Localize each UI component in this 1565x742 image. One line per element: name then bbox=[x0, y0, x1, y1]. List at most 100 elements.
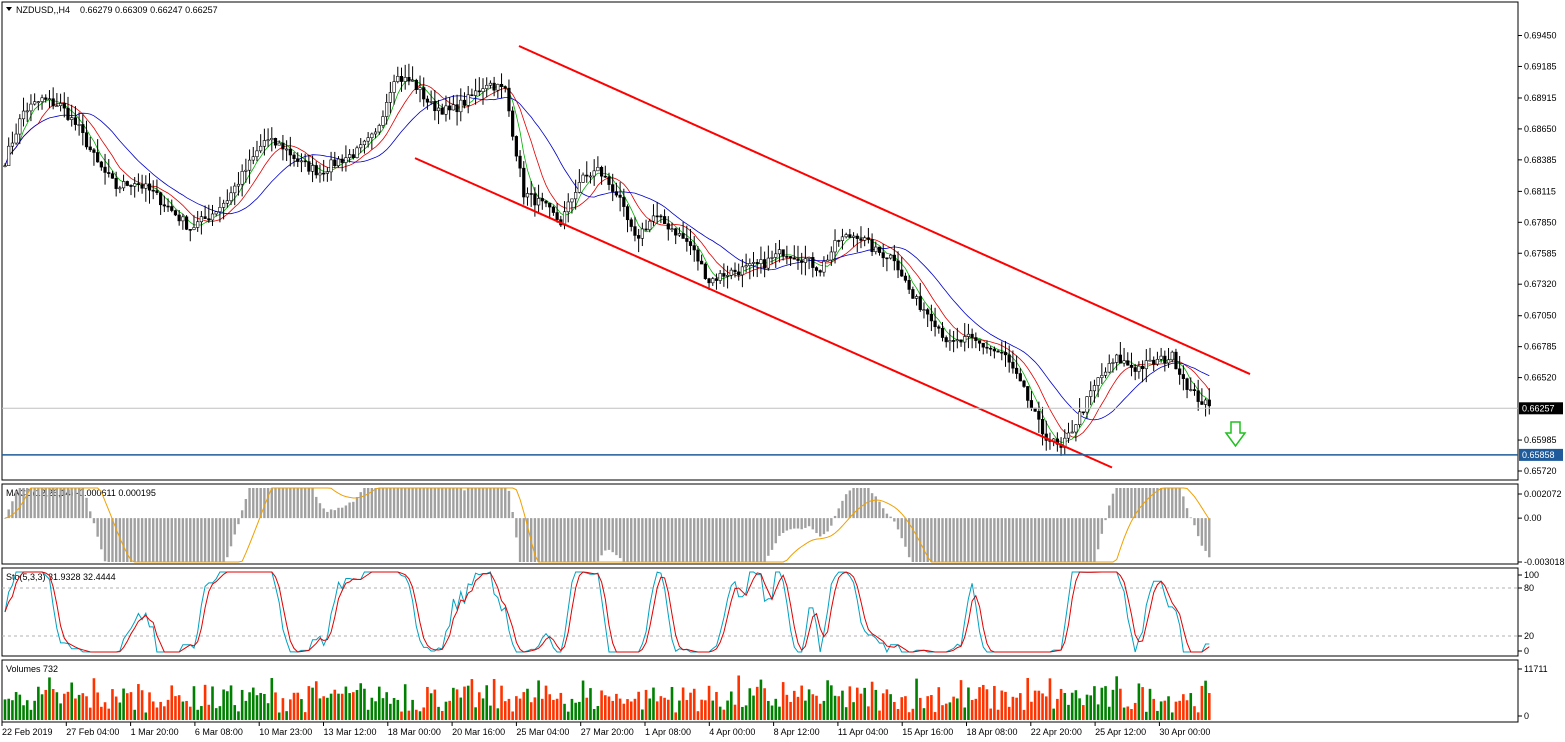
volume-bar-up bbox=[270, 678, 274, 720]
candle-bull bbox=[359, 144, 363, 149]
macd-bar bbox=[466, 488, 470, 519]
macd-bar bbox=[1085, 518, 1089, 562]
volumes-panel[interactable]: Volumes 732 11711 0 bbox=[1, 659, 1548, 723]
volume-bar-down bbox=[603, 695, 607, 720]
volume-bar-down bbox=[907, 712, 911, 720]
volume-bar-down bbox=[644, 689, 648, 720]
macd-bar bbox=[485, 488, 488, 519]
volume-bar-up bbox=[118, 702, 122, 720]
macd-panel[interactable]: MACD(12,26,14) -0.000611 0.000195 0.0020… bbox=[1, 483, 1565, 567]
volume-bar-up bbox=[259, 692, 262, 720]
volume-bar-up bbox=[77, 694, 81, 720]
volume-bar-up bbox=[574, 702, 577, 720]
macd-bar bbox=[200, 518, 203, 562]
volume-bar-up bbox=[1052, 708, 1055, 720]
candle-bull bbox=[1111, 362, 1115, 364]
macd-bar bbox=[111, 518, 114, 562]
candle-bull bbox=[370, 133, 374, 139]
price-panel[interactable]: NZDUSD,,H4 0.66279 0.66309 0.66247 0.662… bbox=[1, 1, 1563, 481]
volume-bar-down bbox=[937, 687, 941, 720]
volume-bar-up bbox=[396, 699, 400, 720]
volume-bar-down bbox=[96, 692, 99, 720]
volume-bar-down bbox=[289, 699, 292, 720]
macd-bar bbox=[1037, 518, 1041, 562]
macd-bar bbox=[1011, 518, 1015, 562]
macd-bar bbox=[448, 488, 451, 519]
candle-bear bbox=[655, 215, 659, 218]
candle-bear bbox=[507, 87, 511, 112]
candle-bear bbox=[548, 202, 552, 208]
macd-bar bbox=[670, 518, 674, 562]
volume-bar-up bbox=[566, 711, 570, 720]
price-tick-label: 0.67585 bbox=[1524, 248, 1557, 258]
candle-bear bbox=[540, 198, 544, 202]
candle-bull bbox=[366, 137, 370, 142]
candle-bull bbox=[55, 105, 59, 108]
candle-bear bbox=[162, 204, 166, 207]
volume-bar-up bbox=[748, 688, 752, 720]
candle-bear bbox=[333, 159, 337, 167]
macd-bar bbox=[422, 488, 425, 519]
candle-bull bbox=[310, 165, 315, 172]
volume-bar-up bbox=[822, 700, 826, 720]
macd-bar bbox=[685, 518, 689, 562]
volumes-panel-frame bbox=[1, 659, 1519, 723]
candle-bull bbox=[329, 159, 333, 173]
macd-bar bbox=[363, 488, 366, 519]
candle-bear bbox=[818, 270, 822, 273]
macd-bar bbox=[778, 518, 781, 536]
candle-bear bbox=[84, 132, 89, 148]
volume-bar-up bbox=[326, 697, 329, 720]
volume-bar-up bbox=[70, 682, 73, 720]
macd-tick-label: -0.003018 bbox=[1524, 557, 1565, 567]
macd-bar bbox=[1196, 518, 1200, 537]
volume-bar-up bbox=[648, 698, 652, 720]
stochastic-tick-label: 80 bbox=[1524, 583, 1534, 593]
volume-bar-down bbox=[755, 686, 759, 720]
candle-bear bbox=[114, 178, 118, 189]
volume-bar-down bbox=[1004, 691, 1007, 720]
macd-bar bbox=[811, 518, 815, 530]
candle-bear bbox=[918, 296, 922, 310]
candle-bear bbox=[599, 167, 604, 177]
volume-bar-down bbox=[900, 697, 904, 720]
candle-bear bbox=[885, 257, 889, 260]
volume-bar-down bbox=[163, 706, 166, 720]
candle-bear bbox=[662, 216, 667, 224]
macd-bar bbox=[807, 518, 811, 527]
macd-bar bbox=[574, 518, 577, 562]
volume-bar-up bbox=[211, 686, 214, 720]
candle-bear bbox=[685, 238, 689, 242]
price-tick-label: 0.66520 bbox=[1524, 373, 1557, 383]
macd-bar bbox=[578, 518, 581, 562]
candle-bull bbox=[1203, 399, 1208, 405]
macd-bar bbox=[659, 518, 663, 562]
volume-bar-down bbox=[930, 695, 933, 720]
candle-bear bbox=[900, 269, 904, 277]
macd-bar bbox=[378, 488, 381, 519]
candle-bull bbox=[748, 263, 752, 266]
volume-bar-down bbox=[722, 709, 726, 720]
volume-bar-down bbox=[848, 686, 852, 720]
volume-bar-down bbox=[1041, 693, 1044, 720]
price-tick-label: 0.68650 bbox=[1524, 124, 1557, 134]
volume-bar-down bbox=[1030, 701, 1033, 720]
candle-bear bbox=[170, 206, 174, 211]
macd-bar bbox=[552, 518, 555, 562]
macd-bar bbox=[118, 518, 122, 562]
candle-bear bbox=[674, 228, 678, 236]
macd-bar bbox=[937, 518, 940, 562]
volume-bar-up bbox=[337, 693, 340, 720]
candle-bull bbox=[266, 139, 270, 142]
volume-bar-down bbox=[1126, 706, 1130, 720]
candle-bear bbox=[351, 154, 355, 159]
candle-bull bbox=[670, 228, 674, 231]
macd-bar bbox=[581, 518, 585, 562]
macd-bar bbox=[622, 518, 626, 562]
volume-bar-down bbox=[74, 698, 77, 720]
stochastic-panel[interactable]: Sto(5,3,3) 31.9328 32.4444 100 80 20 0 bbox=[1, 567, 1539, 657]
symbol-dropdown-icon[interactable] bbox=[6, 7, 12, 11]
volume-bar-down bbox=[885, 689, 889, 720]
volume-bar-up bbox=[956, 698, 959, 720]
